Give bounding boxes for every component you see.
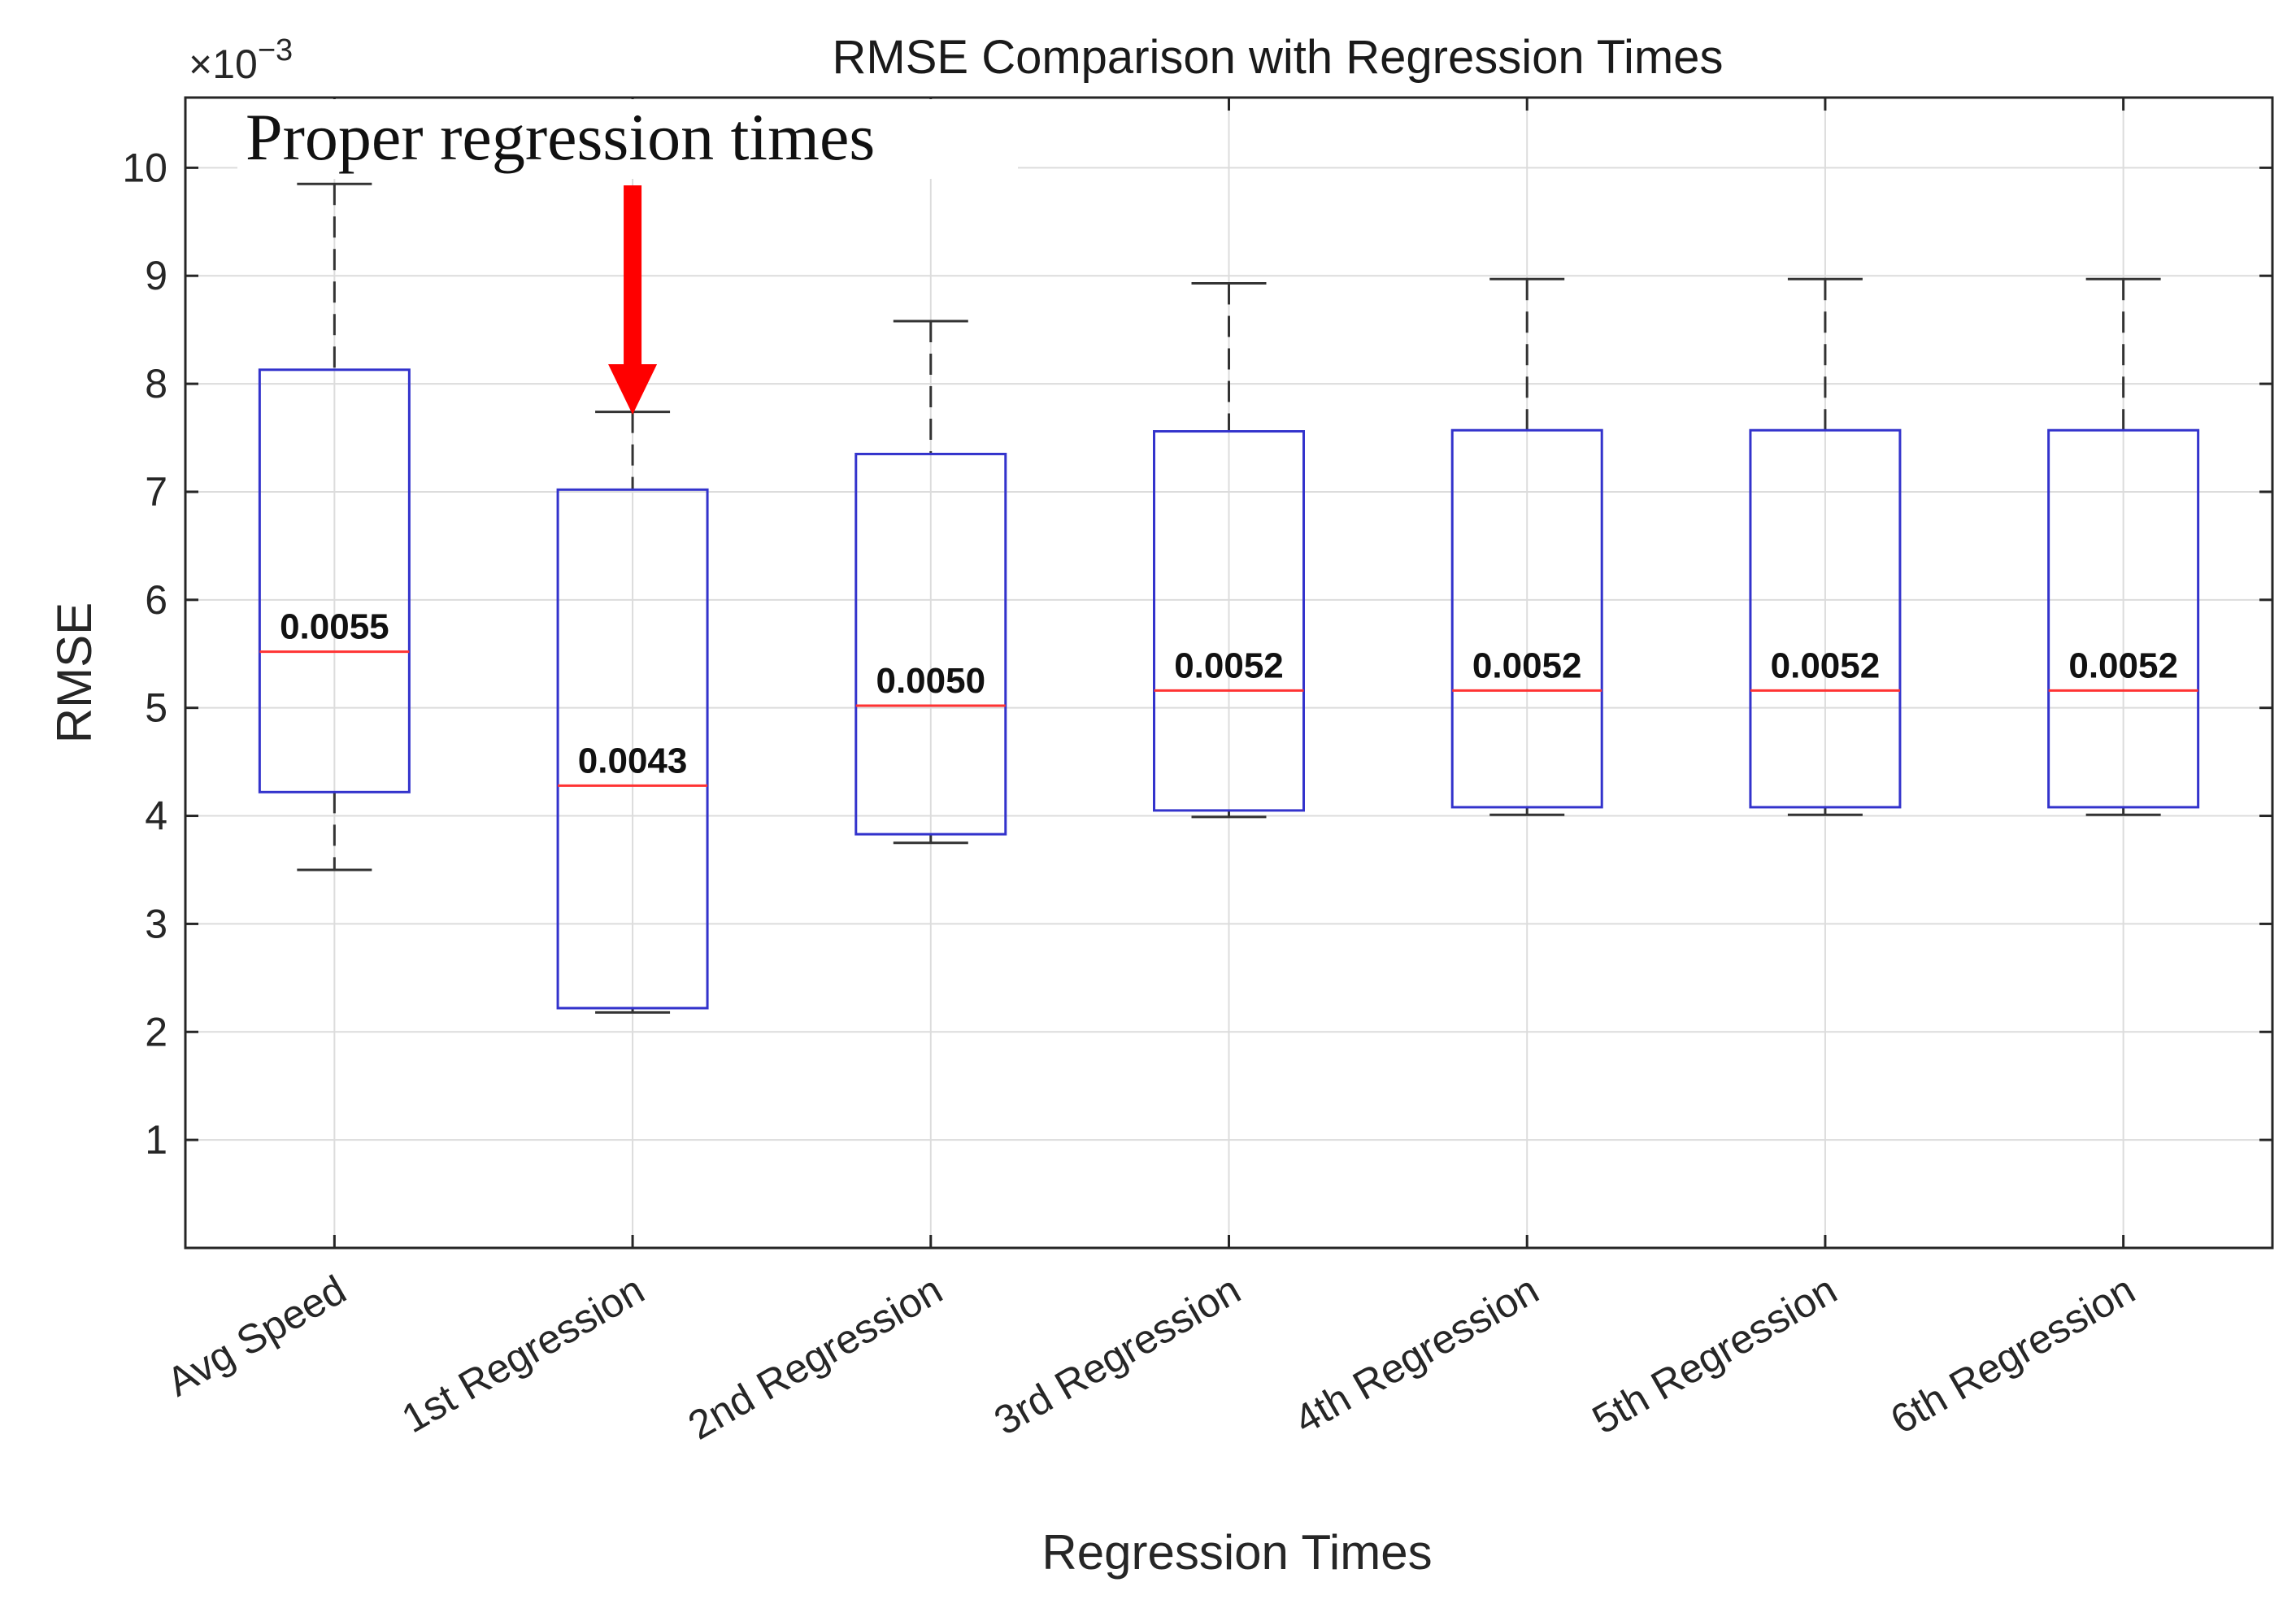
annotation-arrow-head: [608, 364, 658, 415]
median-value-label: 0.0043: [578, 741, 688, 780]
chart-title: RMSE Comparison with Regression Times: [833, 31, 1724, 84]
annotation-background: [237, 99, 1018, 179]
y-tick-label: 6: [145, 577, 167, 623]
median-value-label: 0.0052: [1771, 646, 1881, 685]
median-labels: 0.0055 0.0043 0.0050 0.0052 0.0052 0.0052 0.00…: [280, 607, 2178, 781]
y-tick-label: 4: [145, 793, 167, 839]
box-iqr: [1450, 428, 1603, 809]
box-iqr: [258, 368, 411, 793]
y-tick-label: 1: [145, 1117, 167, 1163]
median-value-label: 0.0055: [280, 607, 389, 647]
y-axis-multiplier: ×10−3: [189, 33, 293, 87]
annotation-arrow: [608, 185, 658, 415]
y-tick-label: 3: [145, 901, 167, 946]
median-value-label: 0.0052: [1472, 646, 1582, 685]
box-iqr: [1749, 428, 1902, 809]
y-tick-label: 9: [145, 253, 167, 298]
annotation-arrow-shaft: [624, 185, 642, 368]
median-value-label: 0.0052: [1174, 646, 1284, 685]
box-iqr: [854, 452, 1007, 836]
y-tick-label: 8: [145, 361, 167, 406]
annotation-text: Proper regression times: [246, 100, 875, 174]
box-iqr: [556, 488, 709, 1010]
grid-lines: [185, 98, 2272, 1248]
box-iqr: [1153, 430, 1305, 812]
median-value-label: 0.0052: [2068, 646, 2178, 685]
x-axis-label: Regression Times: [1041, 1525, 1432, 1580]
y-axis-label: RMSE: [47, 602, 102, 743]
y-tick-label: 10: [122, 145, 167, 190]
y-tick-label: 7: [145, 469, 167, 515]
y-tick-label: 5: [145, 685, 167, 731]
y-tick-label: 2: [145, 1009, 167, 1054]
box-plots: [258, 182, 2200, 1014]
y-axis-multiplier-base: ×10: [189, 41, 258, 87]
box-iqr: [2047, 428, 2200, 809]
median-value-label: 0.0050: [876, 661, 985, 701]
y-axis-multiplier-exponent: −3: [258, 33, 293, 67]
